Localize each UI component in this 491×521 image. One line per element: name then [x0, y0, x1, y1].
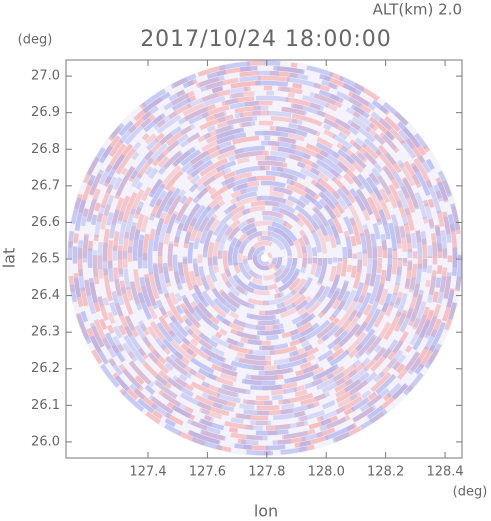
radar-ring [102, 95, 428, 421]
y-tick-label: 27.0 [31, 69, 60, 84]
radar-ring [232, 225, 298, 291]
x-tick-label: 127.6 [189, 465, 226, 480]
radar-ring [127, 120, 403, 396]
x-tick-label: 128.4 [426, 465, 463, 480]
y-tick-label: 26.4 [31, 288, 60, 303]
radar-ring [82, 75, 448, 441]
radar-ring [242, 235, 288, 281]
radar-ring [157, 150, 373, 366]
subtitle: ALT(km) 2.0 [373, 1, 462, 19]
radar-ring [82, 75, 448, 441]
y-tick-label: 26.7 [31, 178, 60, 193]
radar-ring [137, 130, 393, 386]
y-tick-label: 26.9 [31, 105, 60, 120]
radar-ring [77, 70, 453, 446]
radar-ring [177, 170, 353, 346]
radar-ring [167, 160, 363, 356]
y-tick-label: 26.5 [31, 252, 60, 267]
y-tick-label: 26.6 [31, 215, 60, 230]
radar-ring [182, 175, 348, 341]
radar-ring [197, 190, 333, 326]
radar-ring [172, 165, 358, 351]
radar-ring [72, 65, 458, 451]
y-unit: (deg) [18, 33, 53, 48]
radar-ring [247, 240, 283, 276]
y-tick-label: 26.8 [31, 142, 60, 157]
radar-ring [92, 85, 438, 431]
radar-ring [87, 80, 443, 436]
radar-ring [77, 70, 453, 446]
radar-ring [152, 145, 378, 371]
y-tick-label: 26.1 [31, 398, 60, 413]
radar-ring [122, 115, 408, 401]
y-tick-label: 26.0 [31, 434, 60, 449]
radar-ring [257, 250, 273, 266]
radar-ring [252, 245, 278, 271]
radar-ring [237, 230, 293, 286]
radar-ring [167, 160, 363, 356]
radar-ring [162, 155, 368, 361]
radar-ring [207, 200, 323, 316]
y-tick-label: 26.2 [31, 361, 60, 376]
radar-ring [142, 135, 388, 381]
radar-ring [117, 110, 413, 406]
radar-ring [257, 250, 273, 266]
radar-ring [142, 135, 388, 381]
radar-ring [187, 180, 343, 336]
radar-ring [242, 235, 288, 281]
radar-ring [67, 60, 462, 456]
y-tick-label: 26.3 [31, 325, 60, 340]
radar-ring [222, 215, 308, 301]
radar-ring [217, 210, 313, 306]
chart-title: 2017/10/24 18:00:00 [140, 27, 392, 52]
x-axis-label: lon [254, 502, 278, 521]
radar-ring [92, 85, 438, 431]
radar-ring [112, 105, 418, 411]
y-axis-label: lat [0, 248, 19, 269]
radar-ring [117, 110, 413, 406]
radar-ring [227, 220, 303, 296]
radar-ring [222, 215, 308, 301]
x-tick-label: 128.2 [367, 465, 404, 480]
radar-field [67, 60, 462, 456]
radar-ring [202, 195, 328, 321]
radar-ring [97, 90, 433, 426]
radar-ring [107, 100, 423, 416]
radar-ring [132, 125, 398, 391]
radar-ring [157, 150, 373, 366]
radar-ring [112, 105, 418, 411]
radar-ring [212, 205, 318, 311]
radar-ring [192, 185, 338, 331]
radar-ring [147, 140, 383, 376]
radar-ring [217, 210, 313, 306]
x-tick-label: 127.8 [248, 465, 285, 480]
radar-center [261, 254, 269, 262]
x-unit: (deg) [453, 485, 488, 500]
radar-ring [97, 90, 433, 426]
radar-ring [87, 80, 443, 436]
x-tick-label: 128.0 [308, 465, 345, 480]
x-tick-label: 127.4 [129, 465, 166, 480]
radar-ring [122, 115, 408, 401]
radar-ring [102, 95, 428, 421]
